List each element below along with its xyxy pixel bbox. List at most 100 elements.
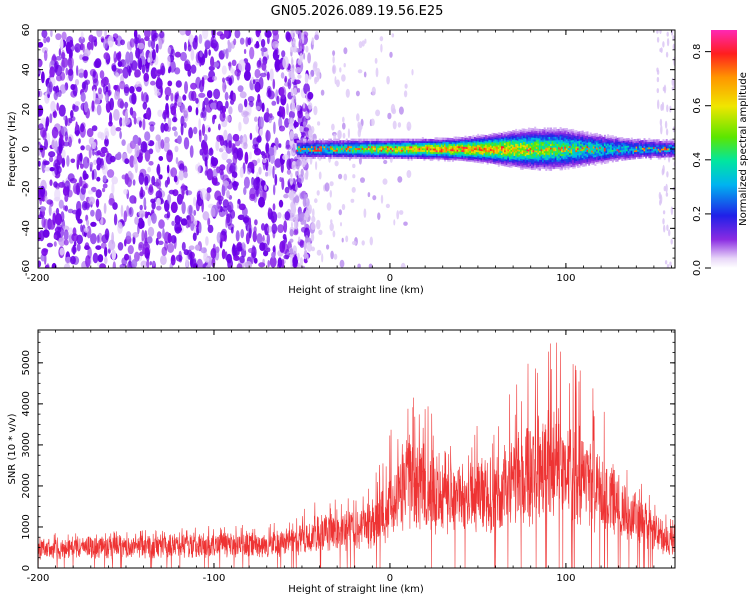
spectrogram-cell xyxy=(339,151,342,154)
spectrogram-cell xyxy=(539,136,541,139)
spectrogram-cell xyxy=(290,88,294,97)
spectrogram-cell xyxy=(222,80,227,93)
spectrogram-cell xyxy=(413,142,416,145)
spectrogram-cell xyxy=(477,142,480,146)
spectrogram-cell xyxy=(529,163,532,166)
spectrogram-cell xyxy=(459,137,462,140)
spectrogram-cell xyxy=(418,144,421,147)
spectrogram-cell xyxy=(493,133,496,136)
spectrogram-cell xyxy=(483,134,486,138)
spectrogram-cell xyxy=(485,138,488,142)
spectrogram-cell xyxy=(219,168,224,176)
spectrogram-cell xyxy=(499,136,502,139)
spectrogram-cell xyxy=(532,162,535,165)
spectrogram-cell xyxy=(398,156,400,159)
spectrogram-cell xyxy=(145,61,150,73)
spectrogram-cell xyxy=(672,35,675,41)
spectrogram-cell xyxy=(123,210,128,223)
spectrogram-cell xyxy=(515,152,518,155)
spectrogram-cell xyxy=(320,145,323,149)
spectrogram-cell xyxy=(379,142,381,145)
spectrogram-cell xyxy=(488,148,491,151)
spectrogram-cell xyxy=(469,146,472,150)
spectrogram-cell xyxy=(391,33,395,38)
spectrogram-cell xyxy=(58,236,66,247)
spectrogram-cell xyxy=(396,149,399,152)
spectrogram-cell xyxy=(121,257,128,266)
spectrogram-cell xyxy=(485,142,488,145)
spectrogram-cell xyxy=(379,140,381,143)
spectrogram-cell xyxy=(348,145,351,149)
spectrogram-cell xyxy=(199,50,203,58)
spectrogram-cell xyxy=(480,146,483,150)
spectrogram-cell xyxy=(82,56,89,61)
spectrogram-cell xyxy=(49,113,53,124)
spectrogram-cell xyxy=(491,157,494,161)
spectrogram-cell xyxy=(396,156,399,159)
spectrogram-cell xyxy=(535,157,538,160)
spectrogram-cell xyxy=(523,153,526,156)
spectrogram-cell xyxy=(279,177,283,182)
spectrogram-cell xyxy=(508,149,511,152)
spectrogram-cell xyxy=(418,151,421,154)
spectrogram-cell xyxy=(93,159,98,165)
spectrogram-cell xyxy=(266,247,271,253)
spectrogram-cell xyxy=(104,127,109,140)
spectrogram-cell xyxy=(361,154,364,157)
spectrogram-cell xyxy=(540,159,543,162)
spectrogram-cell xyxy=(428,140,431,144)
spectrogram-cell xyxy=(358,147,361,150)
spectrogram-cell xyxy=(374,156,377,159)
spectrogram-cell xyxy=(369,145,372,149)
spectrogram-cell xyxy=(496,149,499,153)
spectrogram-cell xyxy=(410,140,413,143)
spectrogram-cell xyxy=(464,137,467,140)
spectrogram-cell xyxy=(409,140,412,143)
spectrogram-cell xyxy=(474,142,476,145)
spectrogram-cell xyxy=(100,146,108,154)
spectrogram-cell xyxy=(49,156,54,163)
spectrogram-cell xyxy=(334,154,337,157)
spectrogram-cell xyxy=(436,148,438,151)
spectrogram-cell xyxy=(407,138,410,141)
spectrogram-cell xyxy=(535,142,538,146)
spectrogram-cell xyxy=(367,149,370,152)
spectrogram-cell xyxy=(482,159,484,162)
spectrogram-cell xyxy=(542,157,545,161)
spectrogram-cell xyxy=(461,158,464,161)
spectrogram-cell xyxy=(306,253,309,262)
spectrogram-cell xyxy=(141,229,145,242)
spectrogram-cell xyxy=(429,153,432,156)
spectrogram-cell xyxy=(425,147,427,151)
spectrogram-cell xyxy=(501,141,503,145)
spectrogram-cell xyxy=(170,167,178,178)
spectrogram-cell xyxy=(440,137,443,140)
spectrogram-cell xyxy=(333,151,336,154)
spectrogram-cell xyxy=(542,150,545,153)
spectrogram-cell xyxy=(393,154,396,158)
spectrogram-cell xyxy=(155,78,163,90)
spectrogram-cell xyxy=(488,144,491,147)
spectrogram-cell xyxy=(512,133,515,136)
spectrogram-cell xyxy=(78,36,86,44)
spectrogram-cell xyxy=(436,144,438,147)
spectrogram-cell xyxy=(43,50,48,62)
spectrogram-cell xyxy=(542,163,545,166)
spectrogram-cell xyxy=(290,209,295,219)
spectrogram-cell xyxy=(458,140,461,143)
spectrogram-cell xyxy=(412,147,415,150)
spectrogram-cell xyxy=(386,149,389,152)
spectrogram-cell xyxy=(521,142,524,145)
spectrogram-cell xyxy=(357,263,361,268)
spectrogram-cell xyxy=(404,156,407,159)
spectrogram-cell xyxy=(369,143,372,147)
spectrogram-cell xyxy=(543,143,546,146)
spectrogram-cell xyxy=(396,143,399,147)
spectrogram-cell xyxy=(228,106,233,115)
spectrogram-cell xyxy=(431,144,434,147)
spectrogram-cell xyxy=(293,133,299,139)
spectrogram-cell xyxy=(345,145,348,149)
spectrogram-cell xyxy=(58,199,64,209)
spectrogram-cell xyxy=(404,149,407,152)
spectrogram-cell xyxy=(442,141,445,144)
